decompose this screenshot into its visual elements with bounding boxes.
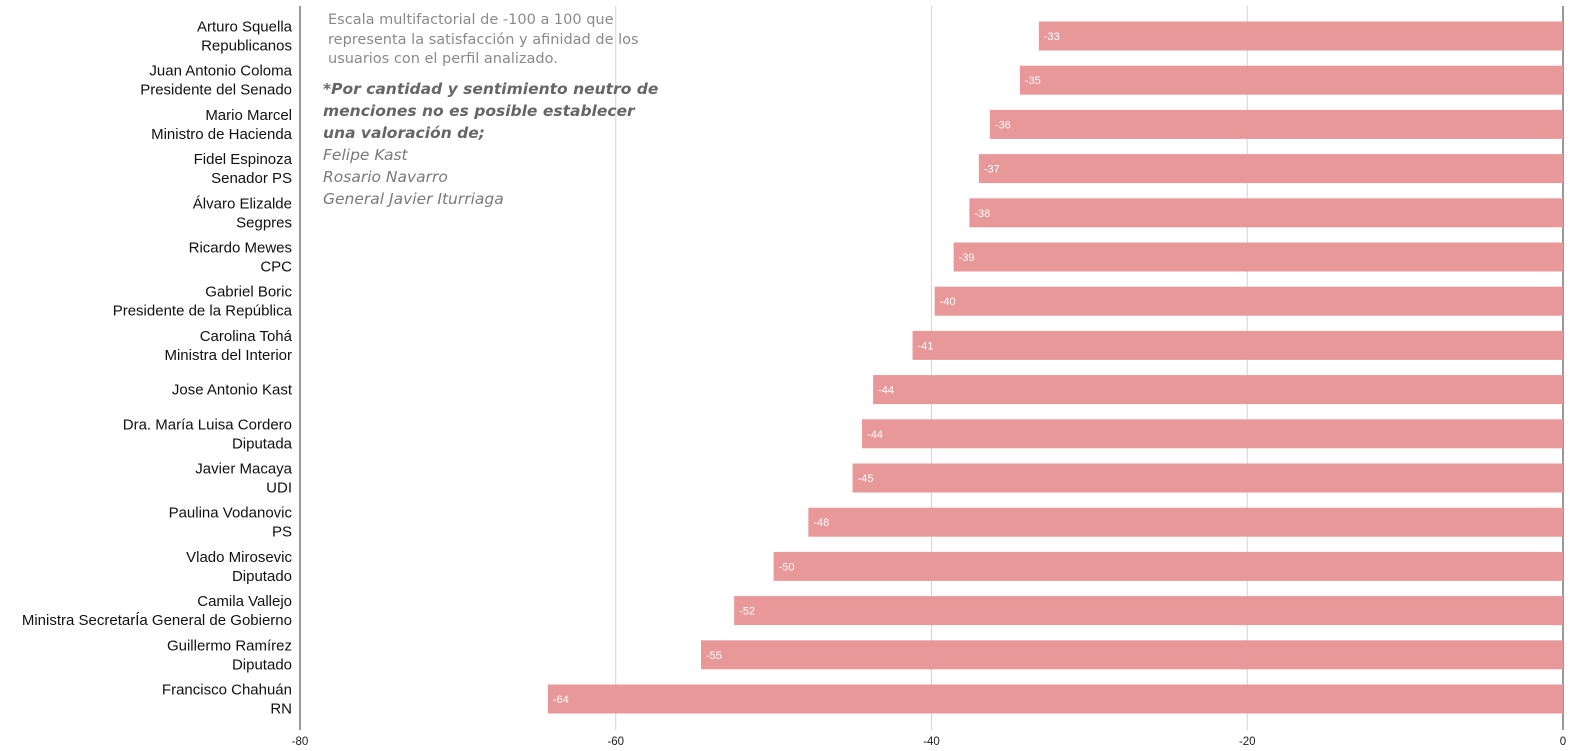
data-label: -36 — [995, 119, 1011, 131]
category-label-role: PS — [272, 524, 292, 541]
bar — [873, 375, 1563, 405]
data-label: -45 — [858, 473, 874, 485]
category-label-role: Presidente del Senado — [140, 82, 292, 99]
annotation-note: Escala multifactorial de -100 a 100 que … — [323, 11, 663, 210]
bar — [953, 242, 1563, 272]
data-label: -38 — [974, 208, 990, 220]
category-label-name: Guillermo Ramírez — [167, 637, 292, 654]
note-name-3: General Javier Iturriaga — [323, 189, 504, 208]
category-label-name: Fidel Espinoza — [194, 151, 293, 168]
x-tick-label: -40 — [923, 736, 940, 748]
category-label-name: Vlado Mirosevic — [186, 549, 292, 566]
bar — [808, 507, 1563, 537]
category-label-name: Carolina Tohá — [200, 328, 293, 345]
bar — [978, 154, 1563, 184]
data-label: -44 — [867, 429, 883, 441]
category-label-name: Francisco Chahuán — [162, 682, 292, 699]
data-label: -48 — [813, 517, 829, 529]
category-label-role: Diputada — [232, 435, 293, 452]
category-label-name: Gabriel Boric — [205, 284, 292, 301]
bar — [1038, 21, 1563, 51]
category-label-name: Paulina Vodanovic — [169, 505, 293, 522]
category-label-role: Ministra del Interior — [164, 347, 292, 364]
x-tick-label: -80 — [292, 736, 309, 748]
bar — [701, 640, 1563, 670]
bar — [547, 684, 1563, 714]
category-label-role: Ministra SecretarÍa General de Gobierno — [22, 612, 292, 629]
x-tick-label: -20 — [1239, 736, 1256, 748]
data-label: -55 — [706, 650, 722, 662]
bar — [862, 419, 1563, 449]
category-label-role: Senador PS — [211, 170, 292, 187]
category-label-name: Camila Vallejo — [197, 593, 292, 610]
bar — [852, 463, 1563, 493]
data-label: -33 — [1044, 31, 1060, 43]
axes: -80 -60 -40 -20 0 — [292, 736, 1567, 748]
category-label-name: Juan Antonio Coloma — [149, 63, 292, 80]
category-label-name: Álvaro Elizalde — [193, 195, 292, 212]
category-label-role: CPC — [260, 259, 292, 276]
category-label-name: Ricardo Mewes — [189, 240, 292, 257]
data-label: -52 — [739, 606, 755, 618]
category-labels: Arturo Squella Republicanos Juan Antonio C… — [22, 19, 293, 718]
category-label-role: Diputado — [232, 656, 292, 673]
bar — [734, 596, 1563, 626]
data-label: -37 — [984, 164, 1000, 176]
data-label: -41 — [918, 340, 934, 352]
category-label-name: Arturo Squella — [197, 19, 293, 36]
note-emphasis: *Por cantidad y sentimiento neutro de me… — [323, 79, 659, 142]
bar — [1019, 65, 1563, 95]
category-label-name: Jose Antonio Kast — [172, 382, 293, 399]
note-name-2: Rosario Navarro — [323, 167, 448, 186]
bar — [969, 198, 1563, 228]
category-label-role: Diputado — [232, 568, 292, 585]
note-name-1: Felipe Kast — [323, 145, 408, 164]
category-label-role: UDI — [266, 480, 292, 497]
category-label-role: Segpres — [236, 214, 292, 231]
category-label-name: Javier Macaya — [195, 461, 292, 478]
data-label: -35 — [1025, 75, 1041, 87]
data-label: -50 — [779, 561, 795, 573]
category-label-role: Presidente de la República — [113, 303, 293, 320]
category-label-role: Republicanos — [201, 38, 292, 55]
data-label: -64 — [553, 694, 569, 706]
bar — [773, 551, 1563, 581]
category-label-name: Mario Marcel — [205, 107, 292, 124]
x-tick-label: -60 — [607, 736, 624, 748]
x-tick-label: 0 — [1560, 736, 1566, 748]
category-label-role: Ministro de Hacienda — [151, 126, 293, 143]
bar — [934, 286, 1563, 316]
category-label-name: Dra. María Luisa Cordero — [123, 416, 292, 433]
bars: -33 -35 -36 -37 -38 -39 -40 -41 -44 -44 -45 -48 -50 -… — [547, 21, 1563, 714]
note-intro: Escala multifactorial de -100 a 100 que … — [328, 12, 639, 67]
data-label: -39 — [959, 252, 975, 264]
data-label: -44 — [878, 385, 894, 397]
category-label-role: RN — [270, 701, 292, 718]
bar — [912, 330, 1563, 360]
bar — [989, 109, 1563, 139]
data-label: -40 — [940, 296, 956, 308]
